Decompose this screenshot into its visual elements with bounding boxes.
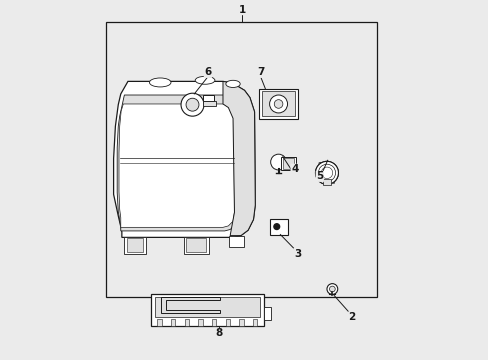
Polygon shape bbox=[171, 319, 175, 326]
Text: 1: 1 bbox=[238, 5, 245, 15]
Circle shape bbox=[269, 95, 287, 113]
Text: 2: 2 bbox=[348, 312, 355, 322]
Circle shape bbox=[273, 224, 279, 229]
Polygon shape bbox=[281, 157, 295, 170]
Polygon shape bbox=[106, 22, 376, 297]
Polygon shape bbox=[269, 219, 287, 234]
Text: 6: 6 bbox=[204, 67, 211, 77]
Polygon shape bbox=[126, 238, 143, 252]
Polygon shape bbox=[124, 237, 145, 253]
Polygon shape bbox=[264, 307, 270, 320]
Polygon shape bbox=[229, 235, 244, 247]
Polygon shape bbox=[239, 319, 243, 326]
Polygon shape bbox=[117, 95, 240, 231]
Ellipse shape bbox=[225, 80, 240, 87]
Polygon shape bbox=[185, 238, 206, 252]
Polygon shape bbox=[223, 81, 255, 235]
Polygon shape bbox=[323, 179, 330, 185]
Polygon shape bbox=[184, 319, 189, 326]
Circle shape bbox=[274, 100, 282, 108]
Polygon shape bbox=[253, 319, 257, 326]
Polygon shape bbox=[155, 297, 260, 318]
Polygon shape bbox=[183, 237, 208, 253]
Circle shape bbox=[315, 161, 338, 184]
Polygon shape bbox=[119, 104, 234, 227]
Polygon shape bbox=[261, 91, 295, 116]
Polygon shape bbox=[198, 319, 203, 326]
Circle shape bbox=[326, 284, 337, 294]
Polygon shape bbox=[203, 101, 215, 107]
Polygon shape bbox=[282, 158, 294, 168]
Polygon shape bbox=[203, 95, 214, 101]
Circle shape bbox=[185, 98, 199, 111]
Ellipse shape bbox=[149, 78, 171, 87]
Ellipse shape bbox=[195, 76, 214, 84]
Polygon shape bbox=[225, 319, 229, 326]
Text: 7: 7 bbox=[256, 67, 264, 77]
Circle shape bbox=[329, 286, 335, 292]
Circle shape bbox=[315, 161, 338, 184]
Polygon shape bbox=[258, 89, 298, 119]
Polygon shape bbox=[113, 81, 255, 237]
Polygon shape bbox=[157, 319, 162, 326]
Text: 8: 8 bbox=[215, 328, 223, 338]
Circle shape bbox=[181, 93, 203, 116]
Polygon shape bbox=[212, 319, 216, 326]
Circle shape bbox=[270, 154, 286, 170]
Polygon shape bbox=[150, 294, 264, 326]
Text: 5: 5 bbox=[316, 171, 323, 181]
Text: 4: 4 bbox=[290, 164, 298, 174]
Polygon shape bbox=[319, 162, 333, 184]
Text: 3: 3 bbox=[293, 248, 301, 258]
